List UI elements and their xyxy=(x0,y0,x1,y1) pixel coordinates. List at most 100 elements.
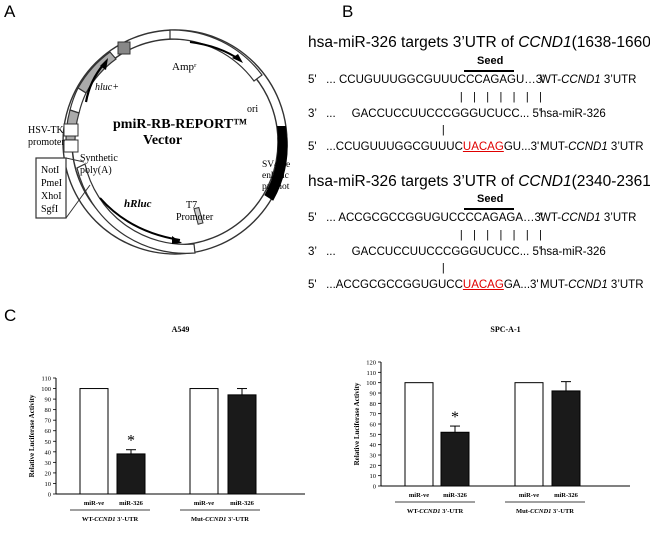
chart-title: A549 xyxy=(172,325,190,334)
hrluc-arrow-line xyxy=(99,197,181,241)
category-label-2: miR-ve xyxy=(519,492,539,499)
bar-2 xyxy=(189,388,219,495)
y-tick-label: 20 xyxy=(370,463,377,470)
bar-0 xyxy=(79,388,109,495)
t7-promoter-label: Promoter xyxy=(176,212,214,223)
category-label-3: miR-326 xyxy=(554,492,579,499)
plasmid-map: Ampʳ hluc+ ori HSV-TK promoter Synthetic… xyxy=(28,29,290,255)
hrluc-label: hRluc xyxy=(124,198,152,210)
wt-label-1: WT-CCND1 3’UTR xyxy=(540,74,637,86)
y-tick-label: 10 xyxy=(45,481,52,488)
pairing-bar2-1: | xyxy=(440,125,447,137)
panel-label-a: A xyxy=(4,2,16,21)
pairing-bars-2: | | | | | | | xyxy=(458,230,544,242)
category-label-1: miR-326 xyxy=(443,492,468,499)
promoter-label: promoter xyxy=(28,137,65,148)
y-tick-label: 20 xyxy=(45,470,52,477)
sv40-label-2: enhanc xyxy=(262,171,289,181)
wt-seq-1: 5' ... CCUGUUUGGCGUUUCCCAGAGU…3' xyxy=(308,74,545,86)
significance-star: * xyxy=(127,433,135,450)
bar-1 xyxy=(116,453,146,495)
y-tick-label: 30 xyxy=(370,453,377,460)
y-tick-label: 0 xyxy=(373,484,376,491)
seed-label-1: Seed xyxy=(477,55,504,67)
polya-label: poly(A) xyxy=(80,165,112,176)
mcs-site-3: XhoI xyxy=(41,191,62,202)
target-title-2: hsa-miR-326 targets 3’UTR of CCND1(2340-… xyxy=(308,173,650,190)
y-axis-label: Relative Luciferase Activity xyxy=(353,382,361,465)
mut-seq-2: 5' ...ACCGCGCCGGUGUCCUACAGGA...3' xyxy=(308,279,539,291)
sv40-label-1: SV40 e xyxy=(262,160,290,170)
sv40-block xyxy=(264,137,288,201)
group-label: Mut-CCND1 3'-UTR xyxy=(516,508,574,515)
y-axis-label: Relative Luciferase Activity xyxy=(28,394,36,477)
panel-label-b: B xyxy=(342,2,354,21)
y-tick-label: 80 xyxy=(370,401,377,408)
y-tick-label: 10 xyxy=(370,473,377,480)
y-tick-label: 110 xyxy=(41,376,51,383)
vector-name: pmiR-RB-REPORT™ xyxy=(113,117,247,132)
seed-bar-1 xyxy=(464,70,514,72)
amp-label: Ampʳ xyxy=(172,61,197,73)
bar-2 xyxy=(514,382,544,487)
y-tick-label: 50 xyxy=(45,439,52,446)
mcs-site-1: NotI xyxy=(41,165,59,176)
y-tick-label: 90 xyxy=(370,391,377,398)
y-tick-label: 70 xyxy=(45,418,52,425)
wt-label-2: WT-CCND1 3’UTR xyxy=(540,212,637,224)
y-tick-label: 60 xyxy=(45,428,52,435)
mut-seq-1: 5' ...CCUGUUUGGCGUUUCUACAGGU...3' xyxy=(308,141,540,153)
panel-label-c: C xyxy=(4,306,17,325)
y-tick-label: 120 xyxy=(366,360,376,367)
y-tick-label: 30 xyxy=(45,460,52,467)
sv40-label-3: promot xyxy=(262,182,290,192)
bar-1 xyxy=(440,431,470,487)
y-tick-label: 0 xyxy=(48,492,51,499)
wt-seq-2: 5' ... ACCGCGCCGGUGUCCCCAGAGA…3' xyxy=(308,212,544,224)
significance-star: * xyxy=(451,409,459,426)
mir-seq-2: 3’ ... GACCUCCUUCCCGGGUCUCC... 5' xyxy=(308,246,542,258)
hrluc-arrowhead-icon xyxy=(172,236,182,244)
seed-label-2: Seed xyxy=(477,193,504,205)
y-tick-label: 40 xyxy=(45,449,52,456)
t7-label: T7 xyxy=(186,200,197,211)
seed-bar-2 xyxy=(464,208,514,210)
y-tick-label: 70 xyxy=(370,411,377,418)
hsv-label: HSV-TK xyxy=(28,125,65,136)
y-tick-label: 60 xyxy=(370,422,377,429)
marker-block xyxy=(117,41,131,55)
group-label: Mut-CCND1 3'-UTR xyxy=(191,516,249,523)
pairing-bar2-2: | xyxy=(440,263,447,275)
hluc-arrowhead-icon xyxy=(100,58,108,70)
mir-seq-1: 3’ ... GACCUCCUUCCCGGGUCUCC... 5' xyxy=(308,108,542,120)
category-label-0: miR-ve xyxy=(409,492,429,499)
bar-3 xyxy=(551,390,581,487)
mut-label-1: MUT-CCND1 3’UTR xyxy=(540,141,644,153)
amp-arrowhead-icon xyxy=(232,54,243,63)
mcs-site-4: SgfI xyxy=(41,204,58,215)
ori-label: ori xyxy=(247,104,258,115)
group-label: WT-CCND1 3'-UTR xyxy=(82,516,139,523)
mir-label-1: hsa-miR-326 xyxy=(540,108,606,120)
mir-label-2: hsa-miR-326 xyxy=(540,246,606,258)
y-tick-label: 110 xyxy=(366,370,376,377)
y-tick-label: 100 xyxy=(366,380,376,387)
hluc-label: hluc+ xyxy=(95,82,119,93)
synthetic-label: Synthetic xyxy=(80,153,118,164)
mcs-site-2: PmeI xyxy=(41,178,62,189)
luciferase-chart-a549: A549 0 10 20 30 40 50 60 70 80 90 100 110 Relative Lu… xyxy=(28,325,305,523)
vector-sub: Vector xyxy=(143,133,182,148)
y-tick-label: 40 xyxy=(370,442,377,449)
luciferase-chart-spca1: SPC-A-1 0 10 20 30 40 50 60 70 80 90 100 110 120 Relat… xyxy=(353,325,630,515)
category-label-3: miR-326 xyxy=(230,500,255,507)
y-tick-label: 90 xyxy=(45,397,52,404)
category-label-1: miR-326 xyxy=(119,500,144,507)
t7-marker xyxy=(193,206,204,225)
category-label-2: miR-ve xyxy=(194,500,214,507)
target-title-1: hsa-miR-326 targets 3’UTR of CCND1(1638-… xyxy=(308,34,650,51)
mut-label-2: MUT-CCND1 3’UTR xyxy=(540,279,644,291)
chart-title: SPC-A-1 xyxy=(490,325,520,334)
bar-3 xyxy=(227,394,257,495)
mcs-box xyxy=(35,157,67,219)
group-label: WT-CCND1 3'-UTR xyxy=(407,508,464,515)
